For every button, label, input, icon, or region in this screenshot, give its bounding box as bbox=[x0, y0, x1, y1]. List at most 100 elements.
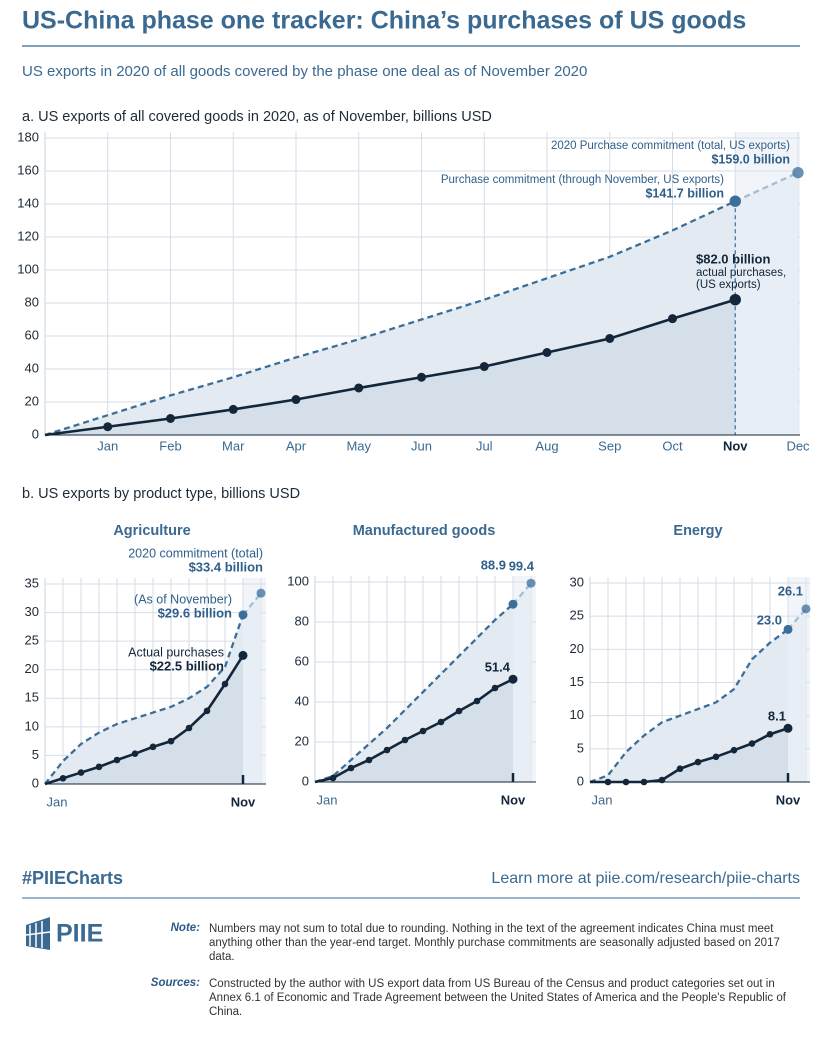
point bbox=[668, 314, 677, 324]
point bbox=[792, 166, 804, 179]
point bbox=[113, 756, 121, 764]
title: US-China phase one tracker: China’s purc… bbox=[22, 7, 746, 35]
x-tick-label: Oct bbox=[662, 438, 683, 453]
point bbox=[658, 776, 666, 784]
line bbox=[734, 171, 799, 203]
point bbox=[526, 578, 536, 588]
x-tick-label: Nov bbox=[501, 792, 526, 807]
point bbox=[166, 414, 175, 423]
point bbox=[508, 599, 518, 609]
sources-label: Sources: bbox=[150, 977, 200, 989]
point bbox=[605, 333, 615, 343]
y-tick-label: 20 bbox=[295, 733, 309, 748]
y-tick-label: 160 bbox=[17, 162, 39, 177]
x-tick-label: Nov bbox=[723, 438, 748, 453]
point bbox=[238, 650, 248, 660]
area bbox=[735, 172, 798, 435]
data-label: 23.0 bbox=[757, 612, 782, 627]
point bbox=[730, 746, 738, 754]
point bbox=[59, 774, 67, 782]
y-tick-label: 140 bbox=[17, 195, 39, 210]
line bbox=[44, 200, 736, 437]
link[interactable]: Learn more at piie.com/research/piie-cha… bbox=[491, 870, 800, 887]
point bbox=[542, 348, 552, 357]
logo-icon bbox=[25, 917, 51, 950]
point bbox=[149, 743, 157, 751]
point bbox=[676, 765, 684, 773]
point bbox=[103, 422, 113, 432]
chart-title: Energy bbox=[673, 523, 722, 539]
x-tick-label: Jun bbox=[411, 438, 432, 453]
y-tick-label: 20 bbox=[25, 661, 39, 676]
data-label: $22.5 billion bbox=[150, 658, 224, 673]
line bbox=[242, 592, 262, 616]
point bbox=[383, 746, 391, 754]
point bbox=[419, 727, 427, 735]
sources: Constructed by the author with US export… bbox=[209, 978, 786, 1018]
point bbox=[401, 736, 409, 744]
point bbox=[95, 763, 103, 771]
x-tick-label: Mar bbox=[222, 438, 245, 453]
y-tick-label: 20 bbox=[570, 641, 584, 656]
point bbox=[640, 778, 648, 786]
point bbox=[291, 395, 301, 405]
y-tick-label: 15 bbox=[570, 674, 584, 689]
point bbox=[77, 769, 85, 776]
point bbox=[354, 383, 364, 393]
point bbox=[729, 294, 741, 306]
point bbox=[748, 740, 756, 747]
y-tick-label: 0 bbox=[302, 773, 309, 788]
data-label: $29.6 billion bbox=[158, 605, 232, 620]
x-tick-label: Jan bbox=[592, 792, 613, 807]
point bbox=[801, 604, 811, 614]
y-tick-label: 20 bbox=[25, 393, 39, 408]
area bbox=[513, 583, 531, 782]
point bbox=[185, 724, 193, 732]
point bbox=[712, 753, 720, 761]
hashtag: #PIIECharts bbox=[22, 868, 123, 888]
line bbox=[512, 582, 532, 605]
x-tick-label: Dec bbox=[786, 438, 810, 453]
data-label: 88.9 bbox=[481, 557, 506, 572]
point bbox=[604, 778, 612, 786]
point bbox=[221, 680, 229, 688]
point bbox=[479, 362, 489, 372]
data-label: $159.0 billion bbox=[711, 152, 790, 166]
y-tick-label: 80 bbox=[295, 613, 309, 628]
x-tick-label: Nov bbox=[231, 794, 256, 809]
area bbox=[45, 299, 736, 435]
annotation: 2020 Purchase commitment (total, US expo… bbox=[551, 140, 790, 152]
y-tick-label: 30 bbox=[25, 604, 39, 619]
line bbox=[787, 608, 807, 631]
y-tick-label: 120 bbox=[17, 228, 39, 243]
point bbox=[238, 610, 248, 620]
data-label: $141.7 billion bbox=[645, 186, 724, 200]
chart-title: a. US exports of all covered goods in 20… bbox=[22, 109, 492, 125]
x-tick-label: Jan bbox=[47, 794, 68, 809]
point bbox=[622, 778, 630, 786]
area bbox=[590, 728, 788, 782]
point bbox=[491, 684, 499, 692]
annotation: Purchase commitment (through November, U… bbox=[441, 174, 724, 186]
x-tick-label: Sep bbox=[598, 438, 621, 453]
y-tick-label: 40 bbox=[25, 360, 39, 375]
data-label: 99.4 bbox=[509, 558, 535, 573]
line bbox=[589, 628, 789, 784]
point bbox=[473, 697, 481, 705]
point bbox=[766, 730, 774, 738]
area bbox=[590, 629, 788, 782]
y-tick-label: 10 bbox=[25, 718, 39, 733]
point bbox=[329, 774, 337, 782]
y-tick-label: 15 bbox=[25, 690, 39, 705]
section-title: b. US exports by product type, billions … bbox=[22, 486, 300, 502]
area bbox=[45, 655, 243, 784]
y-tick-label: 25 bbox=[570, 608, 584, 623]
x-tick-label: Jan bbox=[317, 792, 338, 807]
annotation: actual purchases, bbox=[696, 267, 786, 279]
point bbox=[167, 737, 175, 745]
data-label: $82.0 billion bbox=[696, 251, 770, 266]
y-tick-label: 5 bbox=[577, 740, 584, 755]
y-tick-label: 25 bbox=[25, 633, 39, 648]
annotation: Actual purchases bbox=[128, 645, 224, 659]
point bbox=[783, 723, 793, 733]
